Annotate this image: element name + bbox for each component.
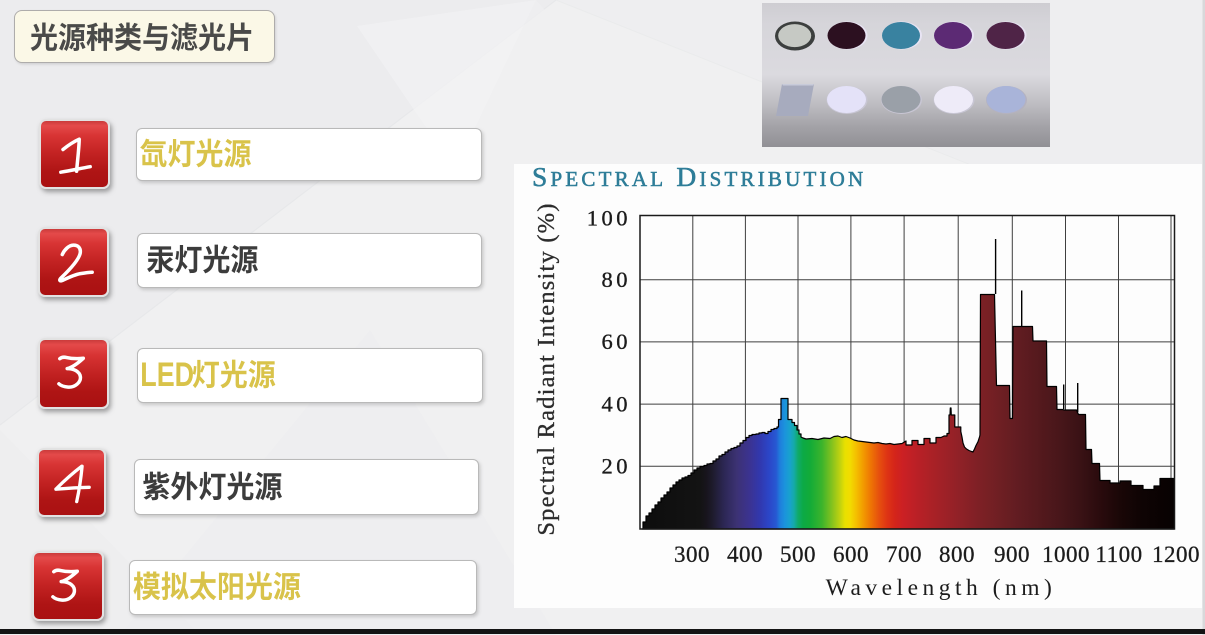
svg-text:1000: 1000 bbox=[1042, 542, 1090, 567]
svg-text:40: 40 bbox=[602, 392, 632, 417]
svg-text:SPECTRAL DISTRIBUTION: SPECTRAL DISTRIBUTION bbox=[532, 161, 866, 192]
svg-text:800: 800 bbox=[939, 542, 975, 567]
svg-text:LED: LED bbox=[141, 355, 195, 394]
svg-text:80: 80 bbox=[602, 267, 632, 292]
svg-text:1200: 1200 bbox=[1152, 542, 1200, 567]
svg-text:20: 20 bbox=[602, 454, 632, 479]
svg-text:400: 400 bbox=[727, 542, 763, 567]
svg-text:60: 60 bbox=[602, 329, 632, 354]
svg-text:300: 300 bbox=[674, 542, 710, 567]
svg-text:100: 100 bbox=[587, 206, 631, 231]
svg-text:900: 900 bbox=[994, 542, 1030, 567]
svg-text:600: 600 bbox=[833, 542, 869, 567]
svg-text:500: 500 bbox=[780, 542, 816, 567]
svg-text:Wavelength (nm): Wavelength (nm) bbox=[826, 575, 1057, 601]
svg-text:1100: 1100 bbox=[1095, 542, 1142, 567]
svg-text:Spectral Radiant Intensity (%): Spectral Radiant Intensity (%) bbox=[533, 202, 560, 535]
svg-text:700: 700 bbox=[886, 542, 922, 567]
